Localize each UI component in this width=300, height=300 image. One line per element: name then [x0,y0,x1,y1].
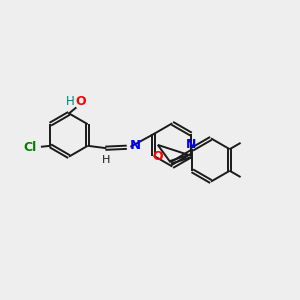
Text: Cl: Cl [23,141,37,154]
Text: N: N [129,139,140,152]
Text: H: H [102,155,110,165]
Text: N: N [185,138,196,151]
Text: O: O [153,150,164,163]
Text: H: H [66,95,75,108]
Text: O: O [75,95,86,108]
